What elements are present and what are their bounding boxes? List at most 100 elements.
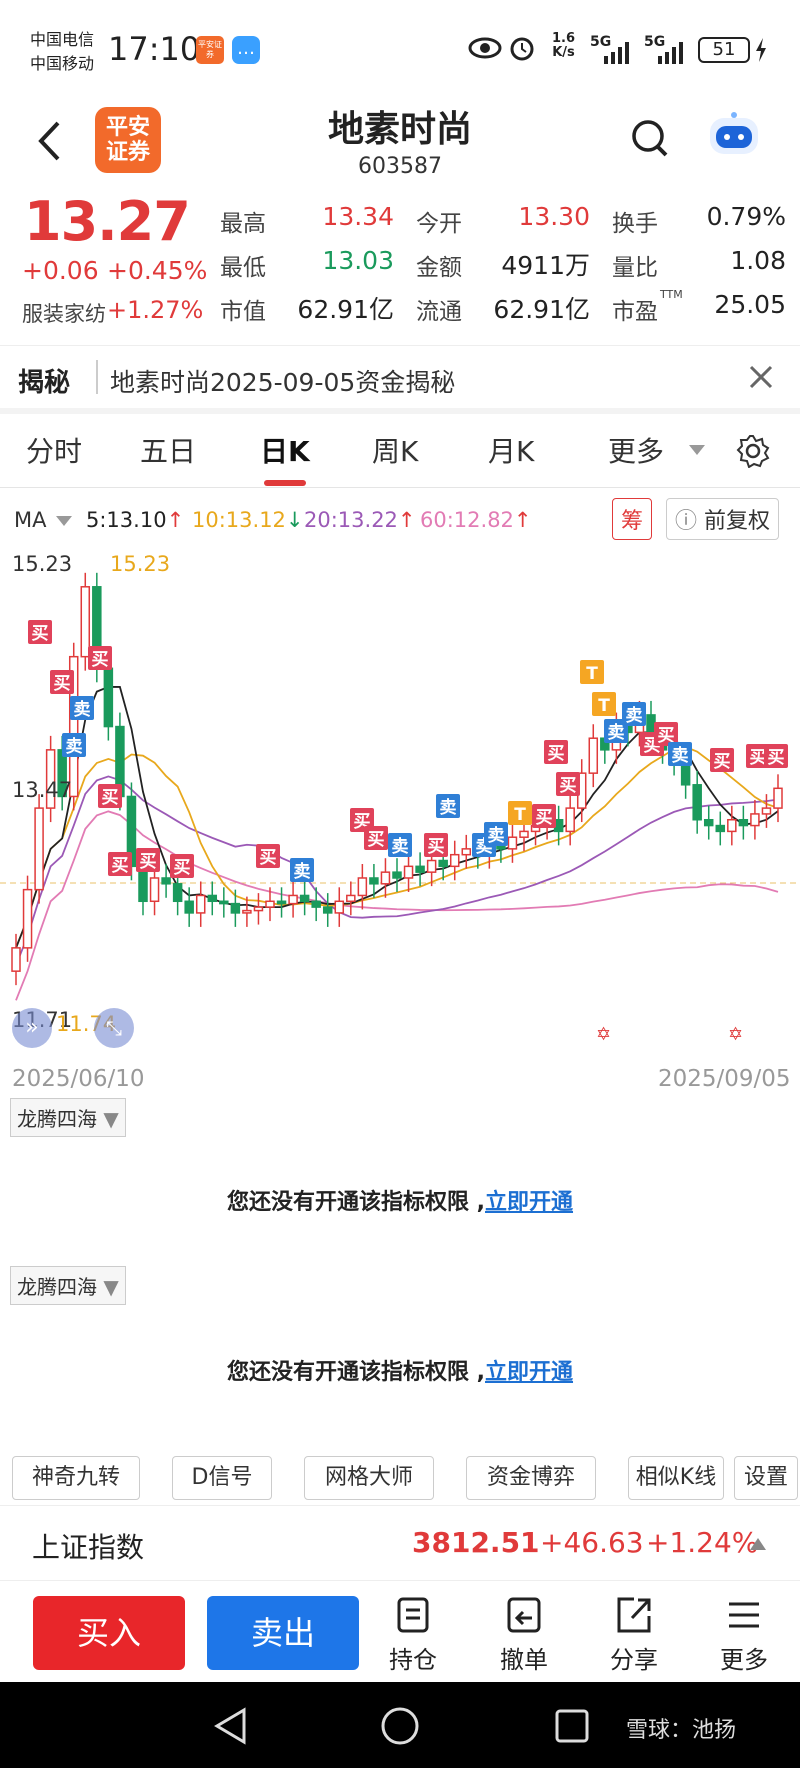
ma10-value: 10:13.12↓ [192, 508, 304, 532]
ma-selector[interactable]: MA [14, 508, 47, 532]
clock: 17:10 [108, 30, 201, 68]
back-icon[interactable] [36, 120, 62, 162]
chevron-down-icon [689, 445, 705, 455]
tool-magic-nine[interactable]: 神奇九转 [12, 1456, 140, 1500]
buy-signal-tag: 买 [28, 620, 52, 644]
indicator-selector-1[interactable]: 龙腾四海 ▼ [10, 1098, 126, 1137]
gear-icon[interactable] [736, 434, 770, 468]
tool-capital-game[interactable]: 资金博弈 [466, 1456, 596, 1500]
tool-settings[interactable]: 设置 [734, 1456, 798, 1500]
positions-button[interactable]: 持仓 [373, 1596, 453, 1675]
quote-panel: 13.27 +0.06 +0.45% 服装家纺 +1.27% 最高 13.34 今开… [0, 190, 800, 335]
ma60-line [15, 810, 779, 1001]
kline-plot[interactable]: 买买买卖卖买买买买买卖买买卖买卖卖卖T 买买买TT卖卖买买卖买买买 [0, 540, 800, 1010]
quote-label: 最低 [220, 255, 266, 281]
svg-text:T: T [514, 805, 526, 825]
kline-chart[interactable]: MA 5:13.10↑ 10:13.12↓ 20:13.22↑ 60:12.82… [0, 498, 800, 1100]
tab-more[interactable]: 更多 [608, 435, 665, 468]
eye-icon [468, 37, 502, 59]
nav-home-icon[interactable] [380, 1706, 420, 1746]
reveal-banner[interactable]: 揭秘 地素时尚2025-09-05资金揭秘 [0, 345, 800, 409]
buy-signal-tag: 买 [170, 854, 194, 878]
candle-body [45, 749, 56, 809]
search-icon[interactable] [630, 118, 670, 160]
cancel-order-label: 撤单 [500, 1646, 548, 1674]
mid-axis-label: 13.47 [12, 778, 73, 802]
quote-value: 62.91亿 [493, 295, 590, 324]
expand-up-icon[interactable] [750, 1538, 766, 1550]
buy-signal-tag: 买 [98, 784, 122, 808]
section-divider [0, 408, 800, 414]
candle-body [415, 865, 425, 873]
candle-body [288, 894, 298, 905]
quote-label: 最高 [220, 211, 266, 237]
tool-similar-k[interactable]: 相似K线 [628, 1456, 724, 1500]
buy-button[interactable]: 买入 [33, 1596, 185, 1670]
candle-body [403, 865, 414, 879]
candle-body [161, 877, 171, 885]
more-button[interactable]: 更多 [704, 1596, 784, 1675]
tool-grid-master[interactable]: 网格大师 [304, 1456, 434, 1500]
buy-signal-tag: 买 [710, 748, 734, 772]
index-change: +46.63 [540, 1526, 644, 1559]
tab-five-day[interactable]: 五日 [140, 435, 197, 468]
ttm-label: TTM [660, 288, 683, 301]
svg-text:卖: 卖 [74, 699, 91, 720]
expand-left-icon[interactable]: » [12, 1008, 52, 1048]
banner-divider [96, 360, 98, 394]
close-icon[interactable] [748, 364, 774, 390]
nav-recents-icon[interactable] [554, 1708, 590, 1744]
sell-signal-tag: 卖 [62, 733, 86, 757]
tab-monthly-k[interactable]: 月K [488, 435, 535, 468]
ma5-value: 5:13.10↑ [86, 508, 185, 532]
chip-distribution-button[interactable]: 筹 [612, 498, 653, 540]
candle-body [322, 906, 333, 914]
quote-label: 今开 [416, 211, 462, 237]
sell-button[interactable]: 卖出 [207, 1596, 359, 1670]
svg-text:买: 买 [92, 650, 109, 670]
index-change-pct: +1.24% [646, 1526, 759, 1559]
sector-name[interactable]: 服装家纺 [22, 302, 106, 326]
high-axis-label: 15.23 [12, 552, 73, 576]
adjust-mode-button[interactable]: ⓘ 前复权 [666, 498, 780, 540]
tab-daily-k[interactable]: 日K [260, 435, 310, 468]
ma60-line [15, 810, 779, 1001]
tab-intraday[interactable]: 分时 [26, 435, 83, 468]
candle-body [507, 836, 518, 850]
signal-2-icon [658, 42, 683, 64]
tab-weekly-k[interactable]: 周K [372, 435, 419, 468]
nav-back-icon[interactable] [212, 1706, 248, 1746]
period-tabs: 分时 五日 日K 周K 月K 更多 [0, 412, 800, 488]
svg-text:买: 买 [428, 837, 445, 857]
cancel-order-button[interactable]: 撤单 [484, 1596, 564, 1675]
candle-body [565, 807, 575, 833]
svg-text:买: 买 [750, 748, 767, 768]
svg-text:卖: 卖 [488, 825, 505, 846]
svg-text:买: 买 [714, 752, 731, 772]
activate-link-1[interactable]: 立即开通 [485, 1190, 574, 1215]
candle-body [588, 737, 599, 774]
fullscreen-icon[interactable]: ⤡ [94, 1008, 134, 1048]
star-marker-icon: ✡ [728, 1024, 744, 1045]
quote-label: 市值 [220, 299, 266, 325]
ma20-value: 20:13.22↑ [304, 508, 416, 532]
svg-text:卖: 卖 [608, 722, 625, 743]
index-name: 上证指数 [32, 1531, 145, 1564]
trade-bar: 买入 卖出 持仓 撤单 分享 更多 [0, 1582, 800, 1682]
svg-text:T: T [586, 664, 598, 684]
svg-text:买: 买 [140, 852, 157, 872]
robot-assistant-icon[interactable] [706, 110, 762, 160]
indicator-selector-2[interactable]: 龙腾四海 ▼ [10, 1266, 126, 1305]
svg-text:买: 买 [548, 744, 565, 764]
activate-link-2[interactable]: 立即开通 [485, 1360, 574, 1385]
share-button[interactable]: 分享 [594, 1596, 674, 1675]
buy-signal-tag: 买 [88, 646, 112, 670]
candle-body [195, 894, 206, 914]
svg-text:买: 买 [658, 726, 675, 746]
tool-d-signal[interactable]: D信号 [172, 1456, 272, 1500]
index-ticker[interactable]: 上证指数 3812.51 +46.63 +1.24% [0, 1505, 800, 1581]
candle-body [380, 871, 391, 885]
candle-body [357, 877, 368, 897]
candle-body [253, 906, 264, 912]
svg-text:卖: 卖 [672, 745, 689, 766]
